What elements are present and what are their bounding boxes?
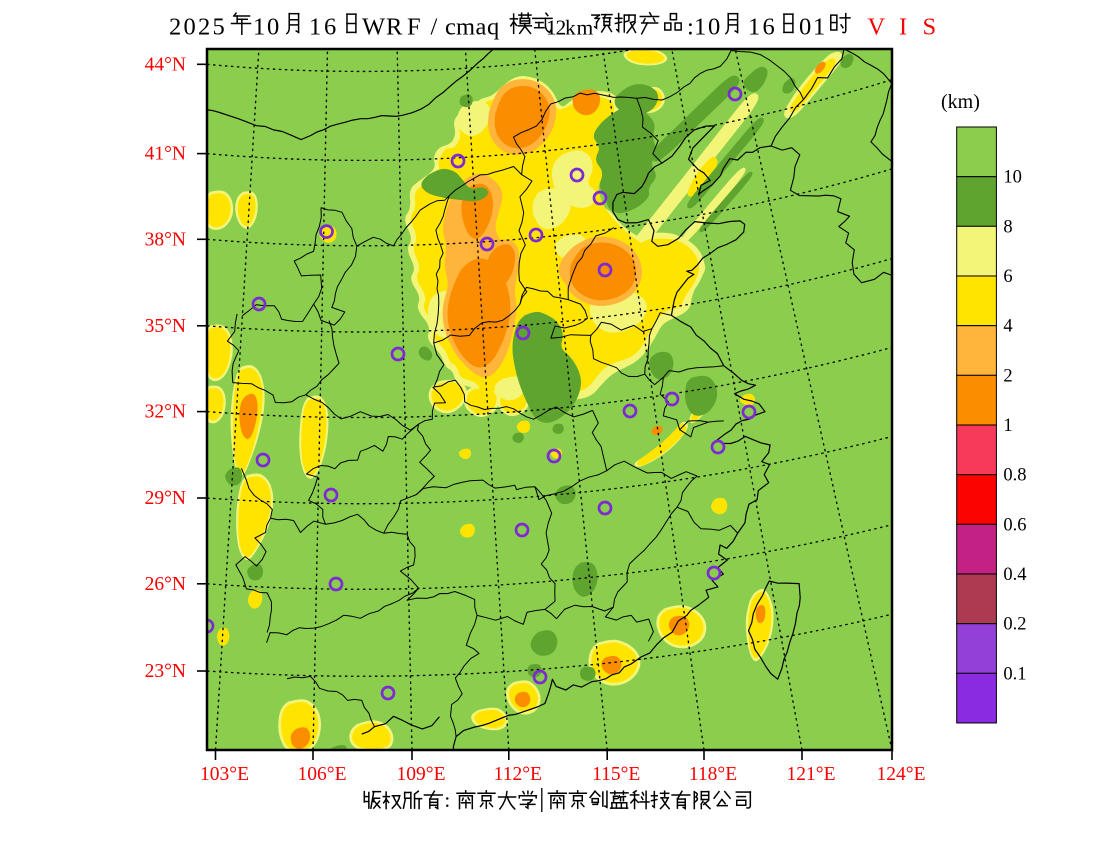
svg-text:01: 01 [799,13,825,40]
svg-text:106°E: 106°E [298,764,347,785]
svg-text:44°N: 44°N [145,54,186,75]
svg-text::: : [687,13,694,40]
svg-text:6: 6 [1003,267,1012,287]
svg-text::: : [444,788,450,812]
svg-text:10: 10 [694,13,720,40]
svg-text:29°N: 29°N [145,488,186,509]
svg-text:38°N: 38°N [145,229,186,250]
svg-text:10: 10 [253,13,279,40]
svg-text:2: 2 [1003,366,1012,386]
svg-text:26°N: 26°N [145,574,186,595]
svg-text:112°E: 112°E [494,764,542,785]
svg-text:109°E: 109°E [397,764,446,785]
svg-text:10: 10 [1003,168,1022,188]
svg-text:115°E: 115°E [592,764,640,785]
svg-text:cmaq: cmaq [445,13,499,40]
svg-text:124°E: 124°E [877,764,926,785]
svg-text:103°E: 103°E [200,764,249,785]
svg-text:23°N: 23°N [145,661,186,682]
svg-text:0.1: 0.1 [1003,664,1026,684]
svg-text:35°N: 35°N [145,316,186,337]
svg-text:VIS: VIS [868,13,937,40]
svg-text:(km): (km) [941,91,980,113]
svg-text:118°E: 118°E [689,764,737,785]
svg-text:0.8: 0.8 [1003,466,1026,486]
svg-text:0.2: 0.2 [1003,615,1026,635]
svg-text:0.6: 0.6 [1003,515,1026,535]
svg-text:4: 4 [1003,317,1012,337]
svg-text:/: / [431,13,438,40]
svg-text:WRF: WRF [362,13,421,40]
svg-text:41°N: 41°N [145,144,186,165]
svg-text:1: 1 [1003,416,1012,436]
svg-text:0.4: 0.4 [1003,565,1026,585]
svg-text:8: 8 [1003,217,1012,237]
svg-text:32°N: 32°N [145,402,186,423]
svg-text:121°E: 121°E [787,764,836,785]
svg-text:12km: 12km [546,15,594,39]
